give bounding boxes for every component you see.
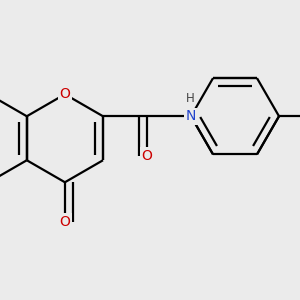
Text: O: O <box>59 215 70 229</box>
Text: O: O <box>59 87 70 101</box>
Text: H: H <box>186 92 194 105</box>
Text: N: N <box>186 109 196 123</box>
Text: O: O <box>142 149 152 163</box>
